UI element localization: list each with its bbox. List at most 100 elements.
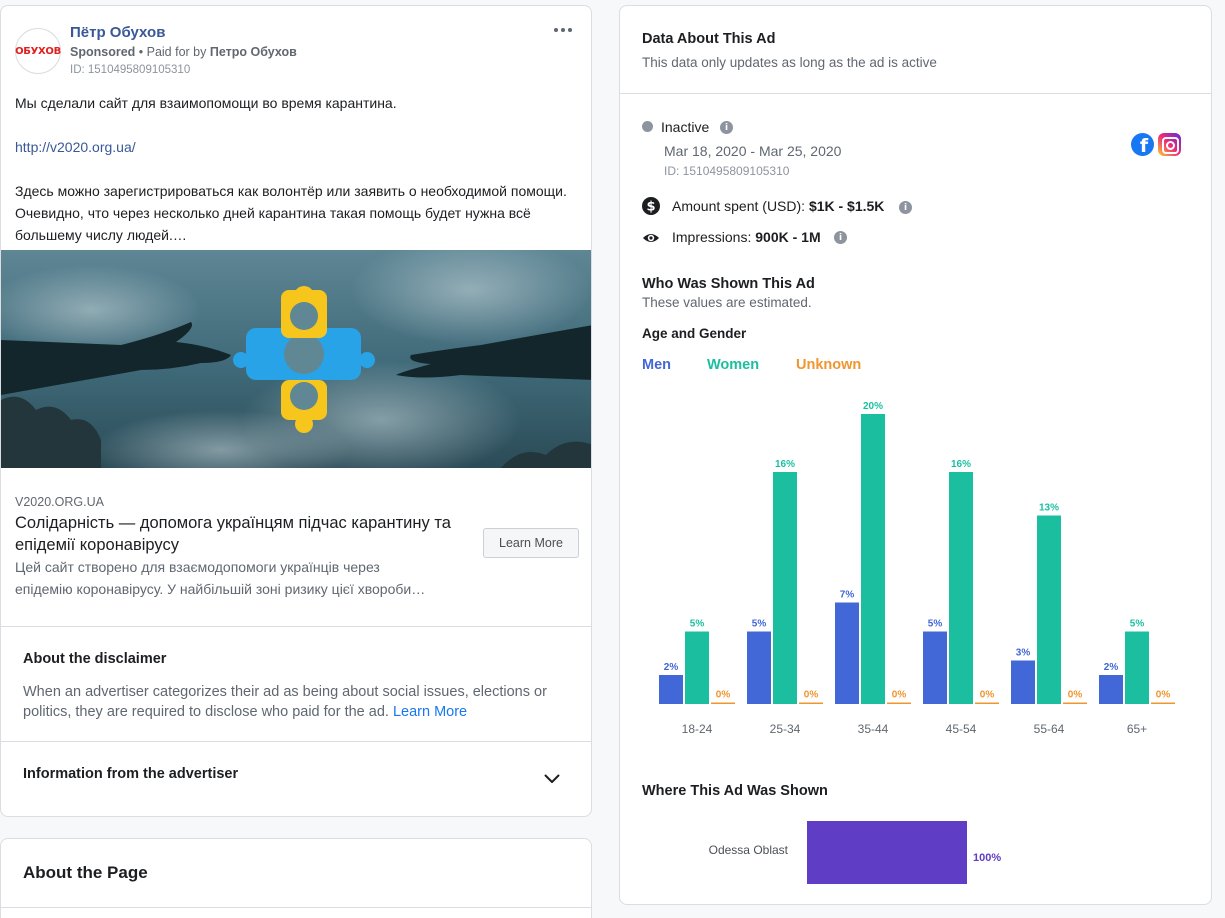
- impressions-value: 900K - 1M: [755, 229, 821, 245]
- data-label: 5%: [690, 619, 705, 630]
- x-tick-label: 35-44: [858, 722, 889, 736]
- more-horizontal-icon[interactable]: [553, 24, 573, 36]
- bar-unknown-55-64[interactable]: [1063, 702, 1087, 705]
- ad-text-line2: Здесь можно зарегистрироваться как волон…: [15, 183, 567, 243]
- link-domain[interactable]: V2020.ORG.UA: [15, 495, 104, 509]
- disclaimer-learn-more-link[interactable]: Learn More: [392, 704, 468, 720]
- data-label: 0%: [1156, 690, 1171, 701]
- link-title[interactable]: Солідарність — допомога українцям підчас…: [15, 514, 451, 554]
- disclaimer-title: About the disclaimer: [23, 651, 167, 667]
- info-icon[interactable]: i: [899, 201, 912, 214]
- avatar[interactable]: ОБУХОВ: [15, 28, 61, 74]
- x-tick-label: 65+: [1127, 722, 1147, 736]
- data-label: 16%: [775, 459, 795, 470]
- ad-text-line1: Мы сделали сайт для взаимопомощи во врем…: [15, 95, 397, 111]
- bar-women-65+[interactable]: [1125, 631, 1149, 705]
- sponsored-line: Sponsored • Paid for by Петро Обухов: [70, 45, 297, 59]
- about-page-title: About the Page: [23, 863, 148, 882]
- amount-spent: Amount spent (USD): $1K - $1.5K: [672, 198, 884, 214]
- learn-more-button[interactable]: Learn More: [483, 528, 579, 558]
- paid-by-name: Петро Обухов: [209, 45, 297, 59]
- data-label: 2%: [664, 662, 679, 673]
- divider: [620, 93, 1211, 94]
- data-ad-id: ID: 1510495809105310: [664, 164, 790, 178]
- impressions: Impressions: 900K - 1M: [672, 229, 821, 245]
- data-label: 7%: [840, 590, 855, 601]
- data-label: 16%: [951, 459, 971, 470]
- data-label: 0%: [1068, 690, 1083, 701]
- bar-unknown-25-34[interactable]: [799, 702, 823, 705]
- ad-image[interactable]: [1, 250, 591, 468]
- bar-men-65+[interactable]: [1099, 675, 1123, 704]
- data-label: 0%: [980, 690, 995, 701]
- bar-men-35-44[interactable]: [835, 602, 859, 705]
- info-icon[interactable]: i: [720, 121, 733, 134]
- info-icon[interactable]: i: [834, 231, 847, 244]
- svg-text:$: $: [646, 200, 655, 215]
- bar-women-45-54[interactable]: [949, 472, 973, 704]
- data-label: 20%: [863, 401, 883, 412]
- bar-women-18-24[interactable]: [685, 631, 709, 705]
- impressions-label: Impressions:: [672, 229, 756, 245]
- bar-women-35-44[interactable]: [861, 414, 885, 704]
- where-shown-title: Where This Ad Was Shown: [642, 783, 828, 799]
- dollar-circle-icon: $: [642, 197, 660, 215]
- data-title: Data About This Ad: [642, 31, 776, 47]
- who-shown-title: Who Was Shown This Ad: [642, 276, 815, 292]
- bar-unknown-18-24[interactable]: [711, 702, 735, 705]
- data-label: 0%: [892, 690, 907, 701]
- sponsored-label: Sponsored: [70, 45, 136, 59]
- x-tick-label: 25-34: [770, 722, 801, 736]
- amount-label: Amount spent (USD):: [672, 198, 809, 214]
- eye-icon: [643, 234, 659, 242]
- region-value-label: 100%: [973, 852, 1001, 864]
- bar-women-55-64[interactable]: [1037, 515, 1061, 705]
- legend-men[interactable]: Men: [642, 357, 671, 373]
- advertiser-info-title[interactable]: Information from the advertiser: [23, 766, 239, 782]
- bar-men-45-54[interactable]: [923, 631, 947, 705]
- data-label: 5%: [752, 619, 767, 630]
- disclaimer-text: When an advertiser categorizes their ad …: [23, 682, 573, 722]
- about-page-card: About the Page: [0, 838, 592, 918]
- legend-women[interactable]: Women: [707, 357, 760, 373]
- data-label: 3%: [1016, 648, 1031, 659]
- who-shown-subtitle: These values are estimated.: [642, 295, 812, 310]
- divider: [1, 741, 591, 742]
- divider: [1, 907, 591, 908]
- link-description: Цей сайт створено для взаємодопомоги укр…: [15, 556, 470, 600]
- logo-text: ОБУХОВ: [15, 45, 61, 57]
- region-bar[interactable]: [807, 821, 967, 884]
- chevron-down-icon[interactable]: [544, 774, 560, 784]
- age-gender-title: Age and Gender: [642, 326, 747, 341]
- data-label: 2%: [1104, 662, 1119, 673]
- data-subtitle: This data only updates as long as the ad…: [642, 55, 937, 70]
- advertiser-name[interactable]: Пётр Обухов: [70, 24, 166, 41]
- disclaimer-body: When an advertiser categorizes their ad …: [23, 684, 547, 720]
- age-gender-chart: 2% 5% 0% 18-24 5% 16% 0% 25-34 7% 20% 0% 35-44 5% 16%…: [659, 401, 1175, 736]
- bar-unknown-35-44[interactable]: [887, 702, 911, 705]
- bar-men-55-64[interactable]: [1011, 660, 1035, 705]
- region-chart: Odessa Oblast 100%: [709, 821, 1001, 884]
- bar-unknown-45-54[interactable]: [975, 702, 999, 705]
- status-label: Inactive: [661, 119, 710, 135]
- status-dot-icon: [642, 121, 653, 132]
- ad-data-card: Data About This Ad This data only update…: [619, 5, 1212, 905]
- legend-unknown[interactable]: Unknown: [796, 357, 862, 373]
- ad-id: ID: 1510495809105310: [70, 64, 191, 76]
- x-tick-label: 45-54: [946, 722, 977, 736]
- bar-men-25-34[interactable]: [747, 631, 771, 705]
- bar-unknown-65+[interactable]: [1151, 702, 1175, 705]
- bar-men-18-24[interactable]: [659, 675, 683, 704]
- bar-women-25-34[interactable]: [773, 472, 797, 704]
- data-label: 0%: [716, 690, 731, 701]
- instagram-icon: [1158, 133, 1181, 156]
- ad-header: ОБУХОВ Пётр Обухов Sponsored • Paid for …: [15, 24, 585, 80]
- amount-value: $1K - $1.5K: [808, 198, 885, 214]
- ad-illustration: [1, 250, 591, 468]
- ad-body-link[interactable]: http://v2020.org.ua/: [15, 139, 136, 155]
- region-label: Odessa Oblast: [709, 843, 789, 857]
- link-desc-line2: епідемію коронавірусу. У найбільшій зоні…: [15, 581, 426, 597]
- divider: [1, 626, 591, 627]
- x-tick-label: 18-24: [682, 722, 713, 736]
- date-range: Mar 18, 2020 - Mar 25, 2020: [664, 143, 842, 159]
